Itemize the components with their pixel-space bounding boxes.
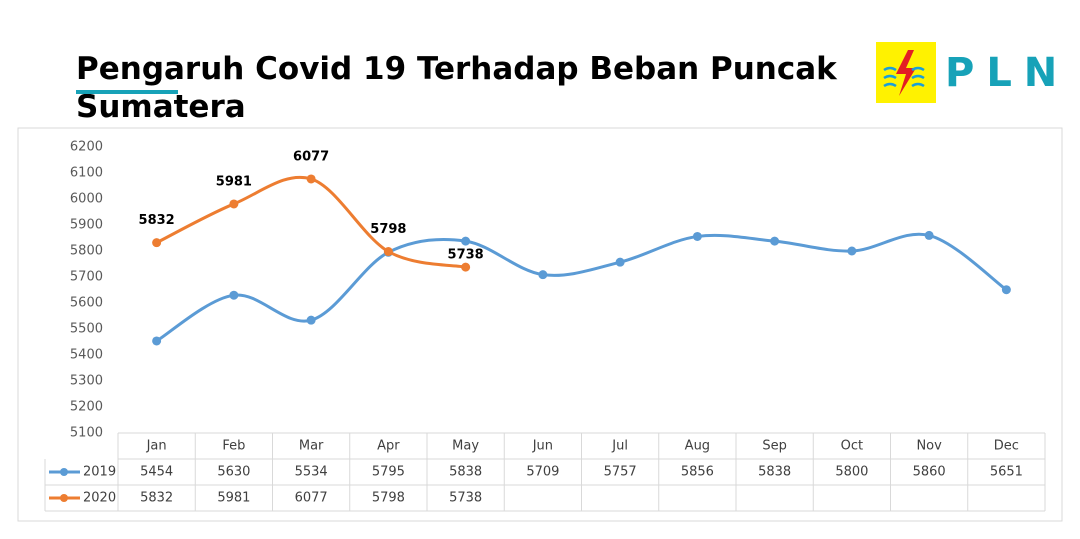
table-cell: 5838: [758, 465, 791, 480]
data-label: 5738: [448, 248, 484, 263]
chart-title: Pengaruh Covid 19 Terhadap Beban Puncak S…: [76, 51, 838, 125]
data-label: 5798: [370, 222, 406, 237]
point: [152, 238, 162, 248]
legend-label: 2020: [83, 491, 116, 506]
title-text: Sumatera: [76, 89, 246, 125]
point: [924, 230, 934, 240]
data-label: 5832: [139, 213, 175, 228]
point: [461, 262, 471, 272]
legend-label: 2019: [83, 465, 116, 480]
y-tick-label: 5100: [70, 426, 103, 441]
title-text: Pengaruh Covid 19 Terhadap Beban Puncak: [76, 51, 838, 87]
legend-marker: [60, 494, 68, 502]
table-cell: 5832: [140, 491, 173, 506]
point: [1001, 285, 1011, 295]
y-tick-label: 5800: [70, 244, 103, 259]
x-tick-label: Sep: [762, 439, 787, 454]
data-label: 6077: [293, 149, 329, 164]
x-tick-label: Aug: [685, 439, 710, 454]
x-tick-label: Jun: [532, 439, 553, 454]
y-tick-label: 6100: [70, 166, 103, 181]
x-tick-label: May: [452, 439, 479, 454]
table-cell: 5738: [449, 491, 482, 506]
table-cell: 5534: [295, 465, 328, 480]
table-cell: 5454: [140, 465, 173, 480]
table-cell: 5800: [835, 465, 868, 480]
y-tick-label: 5700: [70, 270, 103, 285]
x-tick-label: Oct: [841, 439, 863, 454]
table-cell: 5798: [372, 491, 405, 506]
point: [847, 246, 857, 256]
table-cell: 5860: [913, 465, 946, 480]
y-tick-label: 6000: [70, 192, 103, 207]
point: [692, 231, 702, 241]
x-tick-label: Jan: [146, 439, 167, 454]
table-cell: 5651: [990, 465, 1023, 480]
point: [229, 290, 239, 300]
series-line: [155, 175, 466, 269]
logo-text: PLN: [945, 50, 1069, 96]
x-tick-label: Apr: [377, 439, 400, 454]
logo-bolt: [896, 50, 916, 96]
series-line: [155, 232, 1008, 343]
table-cell: 5757: [604, 465, 637, 480]
table-cell: 5981: [217, 491, 250, 506]
y-tick-label: 6200: [70, 140, 103, 155]
table-cell: 5709: [526, 465, 559, 480]
point: [229, 199, 239, 209]
table-cell: 6077: [295, 491, 328, 506]
y-tick-label: 5300: [70, 374, 103, 389]
table-cell: 5856: [681, 465, 714, 480]
point: [461, 236, 471, 246]
chart-frame: [17, 127, 1063, 522]
point: [538, 270, 548, 280]
point: [152, 336, 162, 346]
x-tick-label: Jul: [611, 439, 628, 454]
point: [306, 174, 316, 184]
y-tick-label: 5900: [70, 218, 103, 233]
table-cell: 5838: [449, 465, 482, 480]
point: [383, 247, 393, 257]
logo-waves: [883, 66, 925, 88]
x-tick-label: Feb: [222, 439, 245, 454]
x-tick-label: Dec: [994, 439, 1019, 454]
legend-marker: [60, 468, 68, 476]
table-cell: 5630: [217, 465, 250, 480]
y-tick-label: 5500: [70, 322, 103, 337]
x-tick-label: Nov: [916, 439, 942, 454]
y-tick-label: 5600: [70, 296, 103, 311]
point: [770, 236, 780, 246]
point: [306, 315, 316, 325]
data-label: 5981: [216, 174, 252, 189]
table-cell: 5795: [372, 465, 405, 480]
point: [615, 257, 625, 267]
y-tick-label: 5400: [70, 348, 103, 363]
y-tick-label: 5200: [70, 400, 103, 415]
x-tick-label: Mar: [299, 439, 324, 454]
